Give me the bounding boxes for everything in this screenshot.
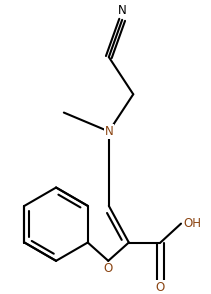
Text: OH: OH bbox=[184, 217, 202, 230]
Text: O: O bbox=[104, 263, 113, 275]
Text: N: N bbox=[118, 4, 127, 16]
Text: N: N bbox=[104, 125, 113, 138]
Text: O: O bbox=[156, 281, 165, 294]
